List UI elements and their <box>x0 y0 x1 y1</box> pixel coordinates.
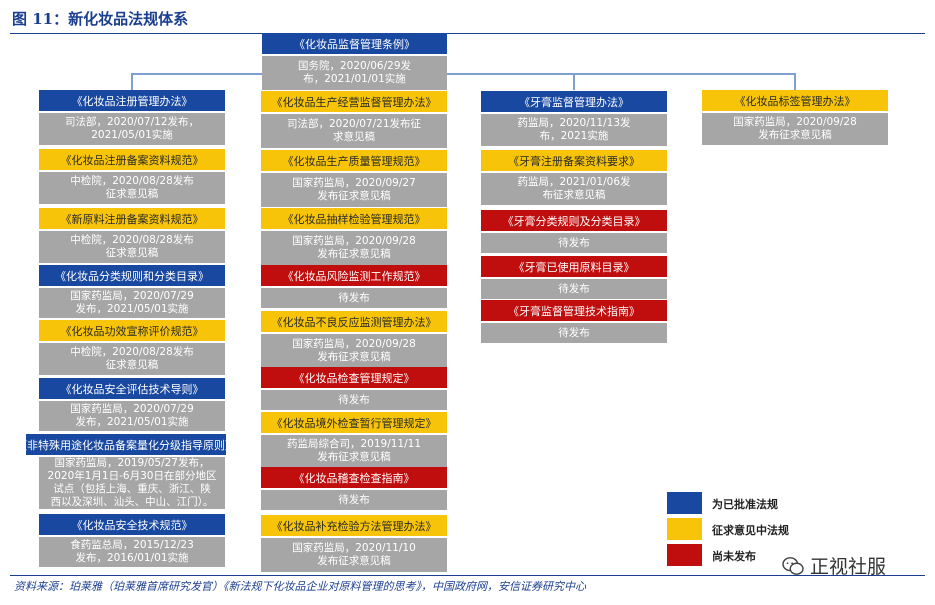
col3-item-1-detail: 药监局，2021/01/06发 布征求意见稿 <box>481 173 667 205</box>
col2-item-6-detail: 药监局综合司，2019/11/11 发布征求意见稿 <box>261 435 447 467</box>
col2-item-4-detail: 国家药监局，2020/09/28 发布征求意见稿 <box>261 334 447 368</box>
col1-item-0-detail: 司法部，2020/07/12发布， 2021/05/01实施 <box>39 113 225 145</box>
top-rule <box>10 33 925 34</box>
col2-item-7-title: 《化妆品稽查检查指南》 <box>261 467 447 488</box>
legend-swatch-approved <box>667 492 702 514</box>
col1-item-1-detail: 中检院，2020/08/28发布 征求意见稿 <box>39 172 225 204</box>
col2-item-7-detail: 待发布 <box>261 490 447 510</box>
col1-item-3-detail: 国家药监局，2020/07/29 发布，2021/05/01实施 <box>39 288 225 318</box>
legend-label-unpublished: 尚未发布 <box>712 550 756 563</box>
col3-item-3-title: 《牙膏已使用原料目录》 <box>481 256 667 277</box>
col3-item-1-title: 《牙膏注册备案资料要求》 <box>481 150 667 171</box>
figure-title: 图 11：新化妆品法规体系 <box>12 10 189 28</box>
col1-item-6-detail: 国家药监局，2019/05/27发布， 2020年1月1日-6月30日在部分地区… <box>39 457 225 509</box>
col1-item-0-title: 《化妆品注册管理办法》 <box>39 90 225 111</box>
col1-item-1-title: 《化妆品注册备案资料规范》 <box>39 149 225 170</box>
watermark-text: 正视社服 <box>810 556 887 578</box>
col1-item-7-title: 《化妆品安全技术规范》 <box>39 514 225 535</box>
bottom-rule <box>10 575 925 576</box>
col4-item-0-title: 《化妆品标签管理办法》 <box>702 90 888 111</box>
root-detail: 国务院，2020/06/29发 布，2021/01/01实施 <box>262 56 447 90</box>
col1-item-4-detail: 中检院，2020/08/28发布 征求意见稿 <box>39 343 225 375</box>
legend-label-approved: 为已批准法规 <box>712 498 778 511</box>
col3-item-4-detail: 待发布 <box>481 323 667 343</box>
col2-item-1-detail: 国家药监局，2020/09/27 发布征求意见稿 <box>261 173 447 207</box>
connector-col3 <box>573 73 575 90</box>
col2-item-4-title: 《化妆品不良反应监测管理办法》 <box>261 311 447 332</box>
legend-swatch-draft <box>667 518 702 540</box>
col1-item-2-title: 《新原料注册备案资料规范》 <box>39 208 225 229</box>
col3-item-2-detail: 待发布 <box>481 233 667 253</box>
col1-item-6-title: 《非特殊用途化妆品备案量化分级指导原则》 <box>16 434 236 455</box>
col4-item-0-detail: 国家药监局，2020/09/28 发布征求意见稿 <box>702 113 888 145</box>
watermark: 正视社服 <box>782 552 886 579</box>
col1-item-2-detail: 中检院，2020/08/28发布 征求意见稿 <box>39 231 225 263</box>
col2-item-0-detail: 司法部，2020/07/21发布征 求意见稿 <box>261 114 447 148</box>
col3-item-4-title: 《牙膏监督管理技术指南》 <box>481 300 667 321</box>
connector-horizontal <box>131 73 795 75</box>
col1-item-4-title: 《化妆品功效宣称评价规范》 <box>39 320 225 341</box>
connector-col1 <box>131 73 133 90</box>
col3-item-0-title: 《牙膏监督管理办法》 <box>481 91 667 112</box>
col2-item-3-title: 《化妆品风险监测工作规范》 <box>261 265 447 286</box>
col1-item-7-detail: 食药监总局，2015/12/23 发布，2016/01/01实施 <box>39 537 225 567</box>
col1-item-3-title: 《化妆品分类规则和分类目录》 <box>39 265 225 286</box>
col2-item-6-title: 《化妆品境外检查暂行管理规定》 <box>261 412 447 433</box>
wechat-icon <box>782 556 804 575</box>
col1-item-5-detail: 国家药监局，2020/07/29 发布，2021/05/01实施 <box>39 401 225 431</box>
col2-item-5-title: 《化妆品检查管理规定》 <box>261 367 447 388</box>
source-note: 资料来源：珀莱雅（珀莱雅首席研究发官）《新法规下化妆品企业对原料管理的思考》，中… <box>14 580 586 593</box>
col2-item-8-title: 《化妆品补充检验方法管理办法》 <box>261 515 447 536</box>
col2-item-1-title: 《化妆品生产质量管理规范》 <box>261 150 447 171</box>
col2-item-0-title: 《化妆品生产经营监督管理办法》 <box>261 91 447 112</box>
legend-swatch-unpublished <box>667 544 702 566</box>
root-title: 《化妆品监督管理条例》 <box>262 33 447 54</box>
legend-label-draft: 征求意见中法规 <box>712 524 789 537</box>
col2-item-8-detail: 国家药监局，2020/11/10 发布征求意见稿 <box>261 538 447 572</box>
col3-item-3-detail: 待发布 <box>481 279 667 299</box>
col3-item-2-title: 《牙膏分类规则及分类目录》 <box>481 210 667 231</box>
col2-item-3-detail: 待发布 <box>261 288 447 308</box>
col2-item-2-detail: 国家药监局，2020/09/28 发布征求意见稿 <box>261 231 447 265</box>
connector-col4 <box>794 73 796 90</box>
col1-item-5-title: 《化妆品安全评估技术导则》 <box>39 378 225 399</box>
col2-item-2-title: 《化妆品抽样检验管理规范》 <box>261 208 447 229</box>
col2-item-5-detail: 待发布 <box>261 390 447 410</box>
col3-item-0-detail: 药监局，2020/11/13发 布，2021实施 <box>481 114 667 146</box>
